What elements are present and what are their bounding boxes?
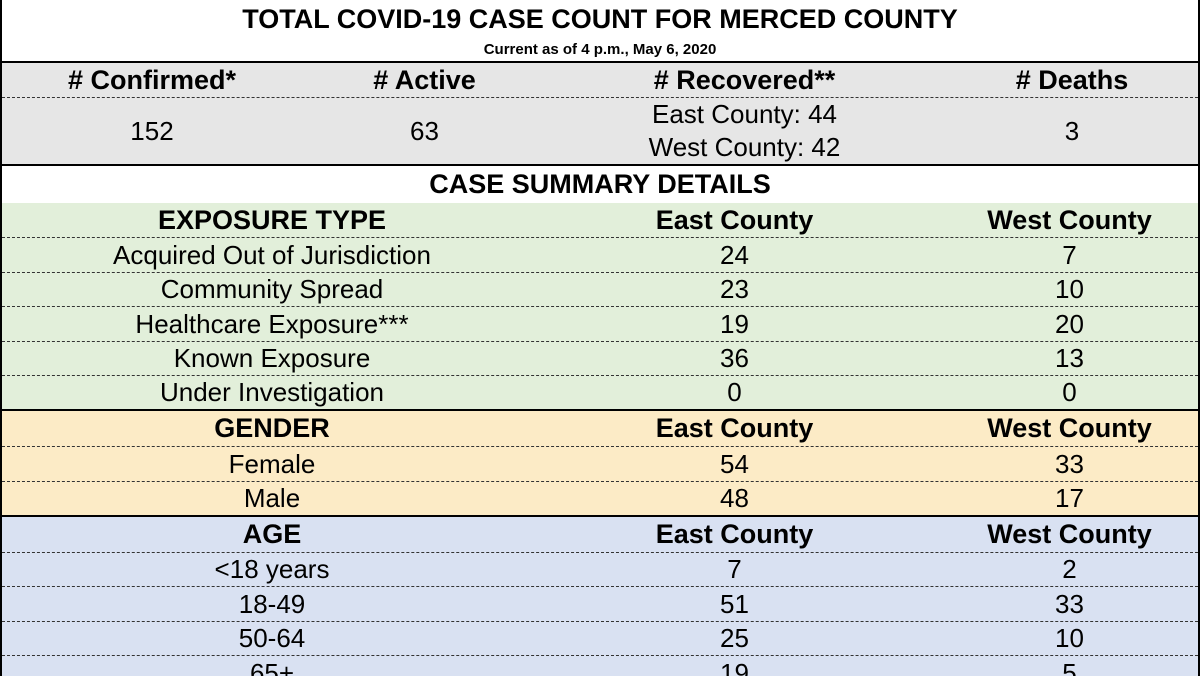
recovered-east: East County: 44 [652,99,837,129]
table-row: 65+ 19 5 [2,656,1198,676]
summary-title: CASE SUMMARY DETAILS [429,169,771,199]
west-value: 20 [1055,308,1084,339]
table-row: 18-49 51 33 [2,587,1198,622]
east-value: 25 [720,623,749,653]
exposure-header-row: EXPOSURE TYPE East County West County [2,203,1198,238]
gender-east-header: East County [655,413,814,443]
age-header-row: AGE East County West County [2,517,1198,553]
row-label: <18 years [214,554,330,584]
west-value: 5 [1062,657,1077,676]
table-row: Under Investigation 0 0 [2,376,1198,411]
header-confirmed: # Confirmed* [67,64,237,95]
header-deaths: # Deaths [1015,64,1129,95]
table-row: Acquired Out of Jurisdiction 24 7 [2,238,1198,273]
page-subtitle: Current as of 4 p.m., May 6, 2020 [483,40,717,58]
age-header: AGE [242,519,302,549]
table-row: <18 years 7 2 [2,553,1198,587]
summary-title-row: CASE SUMMARY DETAILS [2,166,1198,203]
age-east-header: East County [655,519,814,549]
west-value: 7 [1062,239,1077,270]
row-label: Acquired Out of Jurisdiction [113,239,431,270]
header-recovered: # Recovered** [653,64,836,95]
title-block: TOTAL COVID-19 CASE COUNT FOR MERCED COU… [2,0,1198,61]
header-active: # Active [373,64,476,95]
east-value: 48 [720,483,749,513]
east-value: 0 [727,377,742,407]
west-value: 10 [1055,274,1084,304]
table-row: Female 54 33 [2,447,1198,482]
east-value: 23 [720,274,749,304]
totals-values-row: 152 63 East County: 44 West County: 42 3 [2,98,1198,166]
west-value: 10 [1055,623,1084,653]
table-row: Known Exposure 36 13 [2,342,1198,376]
east-value: 24 [720,239,749,270]
east-value: 51 [720,588,749,619]
gender-header: GENDER [214,413,330,443]
row-label: Male [243,483,301,513]
table-row: 50-64 25 10 [2,622,1198,656]
row-label: Healthcare Exposure*** [135,308,409,339]
exposure-west-header: West County [987,204,1152,235]
west-value: 0 [1062,377,1077,407]
west-value: 33 [1055,588,1084,619]
west-value: 33 [1055,448,1084,479]
value-confirmed: 152 [130,115,174,146]
gender-header-row: GENDER East County West County [2,411,1198,447]
east-value: 19 [720,308,749,339]
row-label: Female [228,448,316,479]
west-value: 13 [1055,343,1084,373]
west-value: 2 [1062,554,1077,584]
table-row: Community Spread 23 10 [2,273,1198,307]
row-label: 50-64 [238,623,306,653]
row-label: 18-49 [238,588,306,619]
value-active: 63 [410,115,439,146]
value-deaths: 3 [1064,115,1080,146]
east-value: 19 [720,657,749,676]
row-label: 65+ [249,657,295,676]
east-value: 7 [727,554,742,584]
gender-west-header: West County [987,413,1152,443]
page-title: TOTAL COVID-19 CASE COUNT FOR MERCED COU… [242,3,958,34]
row-label: Community Spread [160,274,384,304]
table-row: Male 48 17 [2,482,1198,517]
row-label: Known Exposure [173,343,371,373]
exposure-header: EXPOSURE TYPE [157,204,387,235]
west-value: 17 [1055,483,1084,513]
recovered-west: West County: 42 [648,132,841,162]
age-west-header: West County [987,519,1152,549]
exposure-east-header: East County [655,204,814,235]
totals-header-row: # Confirmed* # Active # Recovered** # De… [2,61,1198,98]
value-recovered: East County: 44 West County: 42 [547,98,942,164]
east-value: 54 [720,448,749,479]
table-row: Healthcare Exposure*** 19 20 [2,307,1198,342]
row-label: Under Investigation [159,377,385,407]
east-value: 36 [720,343,749,373]
